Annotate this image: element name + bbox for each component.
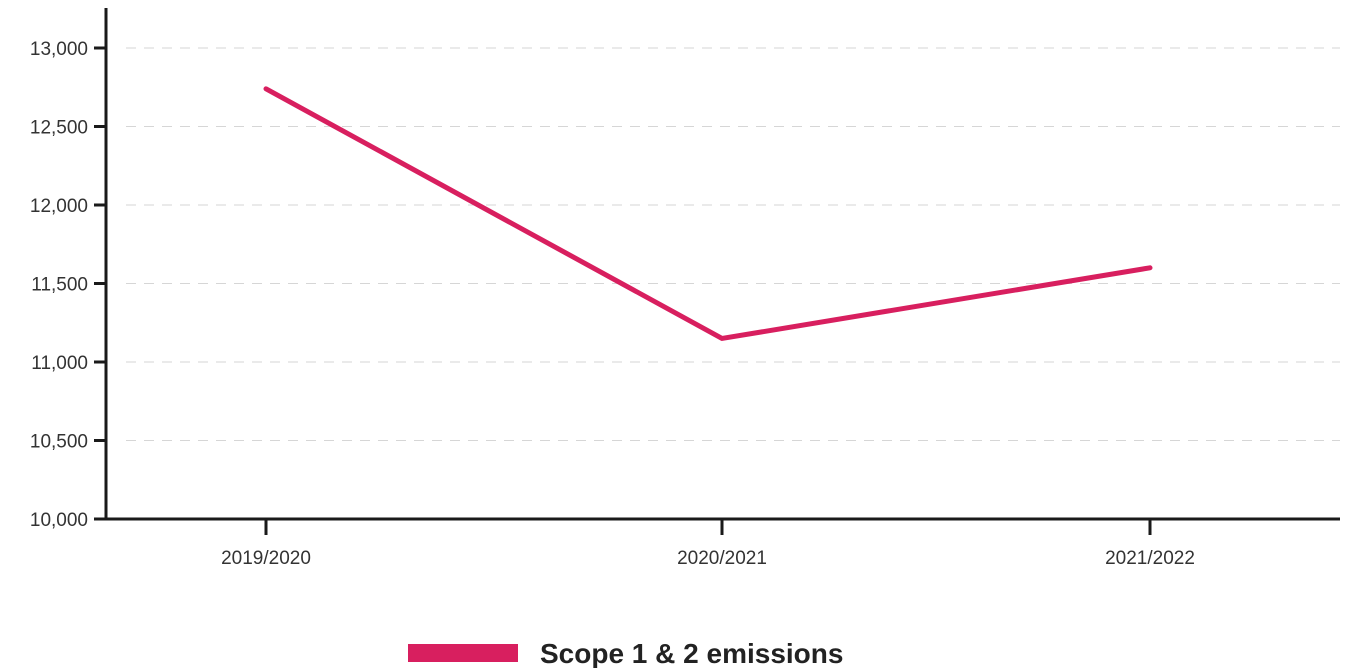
x-axis-ticks: 2019/2020 2020/2021 2021/2022: [221, 519, 1195, 569]
grid-lines: [126, 47, 1340, 441]
y-tick-label: 11,000: [31, 353, 88, 374]
x-tick-label: 2019/2020: [221, 548, 311, 569]
y-tick-label: 10,000: [30, 510, 88, 531]
y-axis-ticks: 10,000 10,500 11,000 11,500 12,000 12,500 13,0…: [30, 39, 106, 531]
x-tick-label: 2020/2021: [677, 548, 767, 569]
x-tick-label: 2021/2022: [1105, 548, 1195, 569]
y-tick-label: 13,000: [30, 39, 88, 60]
legend-swatch: [408, 644, 518, 662]
y-tick-label: 12,000: [30, 196, 88, 217]
y-tick-label: 12,500: [30, 118, 88, 139]
axes: [104, 8, 1340, 521]
y-tick-label: 10,500: [30, 432, 88, 453]
legend-label: Scope 1 & 2 emissions: [540, 638, 843, 668]
legend: Scope 1 & 2 emissions: [408, 638, 843, 668]
y-tick-label: 11,500: [31, 275, 88, 296]
series-line: [263, 86, 1153, 341]
series-lines: [263, 86, 1153, 341]
